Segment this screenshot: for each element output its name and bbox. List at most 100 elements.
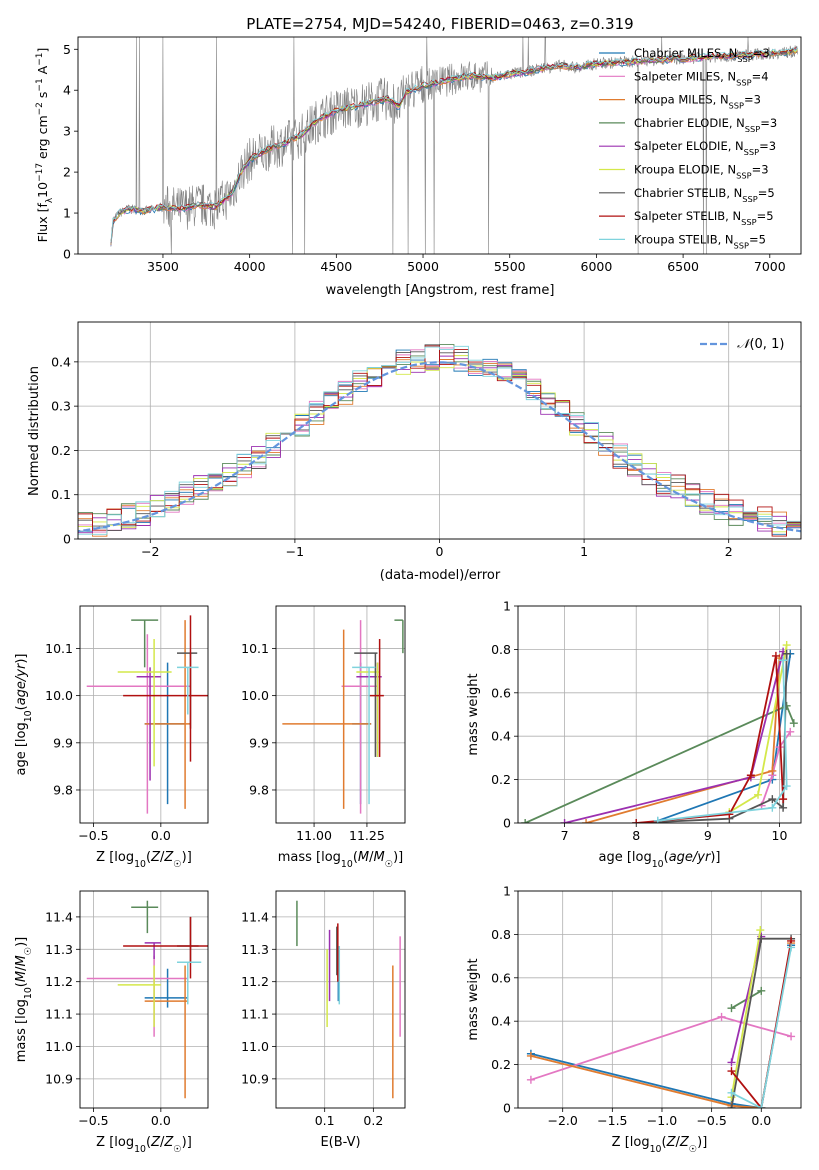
y-axis-label-part: ( [14, 705, 29, 710]
weight-marker [754, 790, 763, 799]
y-tick-label: 0.3 [51, 399, 71, 414]
axes-frame [517, 890, 802, 1109]
x-tick-label: 9 [704, 828, 712, 843]
weight-line [585, 658, 781, 823]
data-point [144, 942, 161, 960]
x-axis-label-part: M [358, 850, 369, 865]
x-axis-label: Z [log10(Z/Z☉)] [96, 1135, 192, 1155]
y-tick-label: 3 [63, 124, 71, 139]
y-axis-label-part: )] [14, 653, 29, 663]
y-tick-label: 11.4 [241, 909, 269, 924]
axes-frame [79, 890, 209, 1109]
legend-label-part: Chabrier STELIB, N [634, 186, 742, 200]
y-axis-label-part: A [35, 65, 50, 78]
y-axis-label-part: Flux [f [35, 203, 50, 243]
x-axis-label: (data-model)/error [380, 568, 501, 583]
histograms [78, 344, 801, 539]
weight-marker [560, 819, 569, 823]
weight-marker [727, 1058, 736, 1067]
y-tick-label: 11.2 [241, 974, 269, 989]
legend-label-part: Chabrier ELODIE, N [634, 116, 745, 130]
histogram-kroupa-stelib [78, 345, 801, 539]
x-axis-label-part: ☉ [385, 859, 393, 870]
weight-series [526, 926, 796, 1108]
y-axis-label-part: mass [log [14, 999, 29, 1062]
weight-marker [768, 766, 777, 775]
x-tick-label: 5500 [494, 259, 526, 274]
y-tick-label: 11.1 [241, 1007, 269, 1022]
axes-frame [77, 36, 802, 255]
y-tick-label: 0.6 [491, 685, 511, 700]
y-tick-label: 10.0 [241, 688, 269, 703]
legend-label-part: Kroupa MILES, N [634, 93, 729, 107]
axes-frame [79, 605, 209, 824]
data-point [144, 620, 191, 809]
y-axis-label-part: erg cm [35, 115, 50, 163]
x-axis-label-part: age/yr [669, 850, 712, 865]
y-tick-label: 11.3 [241, 942, 269, 957]
data-point [131, 900, 159, 934]
x-tick-label: 2 [725, 544, 733, 559]
legend-label-part: SSP [737, 54, 752, 64]
y-axis-label-part: −17 [35, 163, 45, 182]
data-point [117, 639, 172, 767]
y-axis-label-part: / [14, 966, 29, 971]
y-tick-label: 10.0 [45, 688, 73, 703]
x-axis-label-part: Z [log [612, 1135, 650, 1150]
data-point [177, 961, 202, 1005]
weight-line [657, 660, 788, 822]
x-tick-label: 11.25 [349, 828, 385, 843]
weight-marker [757, 1104, 766, 1108]
y-tick-label: 9.8 [53, 782, 73, 797]
legend-label: Kroupa STELIB, NSSP=5 [634, 232, 766, 250]
weight-marker [782, 649, 791, 658]
weight-marker [757, 986, 766, 995]
legend-label-part: Kroupa ELODIE, N [634, 163, 736, 177]
weight-marker [787, 943, 796, 952]
legend-label-part: =5 [758, 186, 775, 200]
y-axis-label: mass weight [466, 673, 481, 755]
y-tick-label: 4 [63, 83, 71, 98]
weight-line [530, 945, 792, 1108]
legend-label: Chabrier STELIB, NSSP=5 [634, 186, 775, 204]
data-point [123, 916, 208, 979]
y-tick-label: 9.9 [249, 735, 269, 750]
legend-label-part: =3 [760, 116, 777, 130]
x-axis-label-part: Z [163, 1135, 174, 1150]
y-axis-label-part: −2 [35, 102, 45, 115]
legend-label-part: SSP [734, 240, 749, 250]
y-tick-label: 0.2 [51, 443, 71, 458]
legend-label-part: =3 [753, 46, 770, 60]
x-tick-label: −1.0 [647, 1113, 677, 1128]
x-tick-label: 10 [772, 828, 788, 843]
x-tick-label: 7000 [754, 259, 786, 274]
y-tick-label: 0 [63, 247, 71, 262]
x-axis-label-part: Z [log [96, 850, 134, 865]
y-tick-label: 11.4 [45, 909, 73, 924]
x-axis-label-part: Z [150, 850, 161, 865]
x-tick-label: 6000 [581, 259, 613, 274]
legend-label: Chabrier ELODIE, NSSP=3 [634, 116, 777, 134]
data-point [144, 965, 188, 1099]
data-point [354, 652, 378, 757]
x-axis-label-part: )] [710, 850, 720, 865]
weight-marker [782, 641, 791, 650]
x-tick-label: −1 [286, 544, 304, 559]
weight-marker [632, 819, 641, 823]
x-tick-label: −0.5 [78, 828, 108, 843]
x-axis-label-part: ( [662, 1135, 667, 1150]
y-tick-label: 11.0 [241, 1039, 269, 1054]
x-axis-label-part: 10 [650, 1144, 662, 1155]
y-tick-label: 10.9 [241, 1071, 269, 1086]
x-tick-label: −1.5 [597, 1113, 627, 1128]
panel-spectrum: 3500 4000 4500 5000 5500 6000 6500 7000 0 1 2 3 4 5 Ch… [35, 15, 802, 298]
legend-label-part: SSP [736, 171, 751, 181]
legend-label-part: =3 [744, 93, 761, 107]
x-axis-label-part: mass [log [278, 850, 341, 865]
x-axis-label-part: age [log [598, 850, 651, 865]
y-tick-label: 0.2 [491, 1057, 511, 1072]
legend-label: Kroupa MILES, NSSP=3 [634, 93, 761, 111]
y-axis-label: mass [log10(M/M☉)] [14, 937, 34, 1063]
model-spectrum [110, 47, 798, 243]
